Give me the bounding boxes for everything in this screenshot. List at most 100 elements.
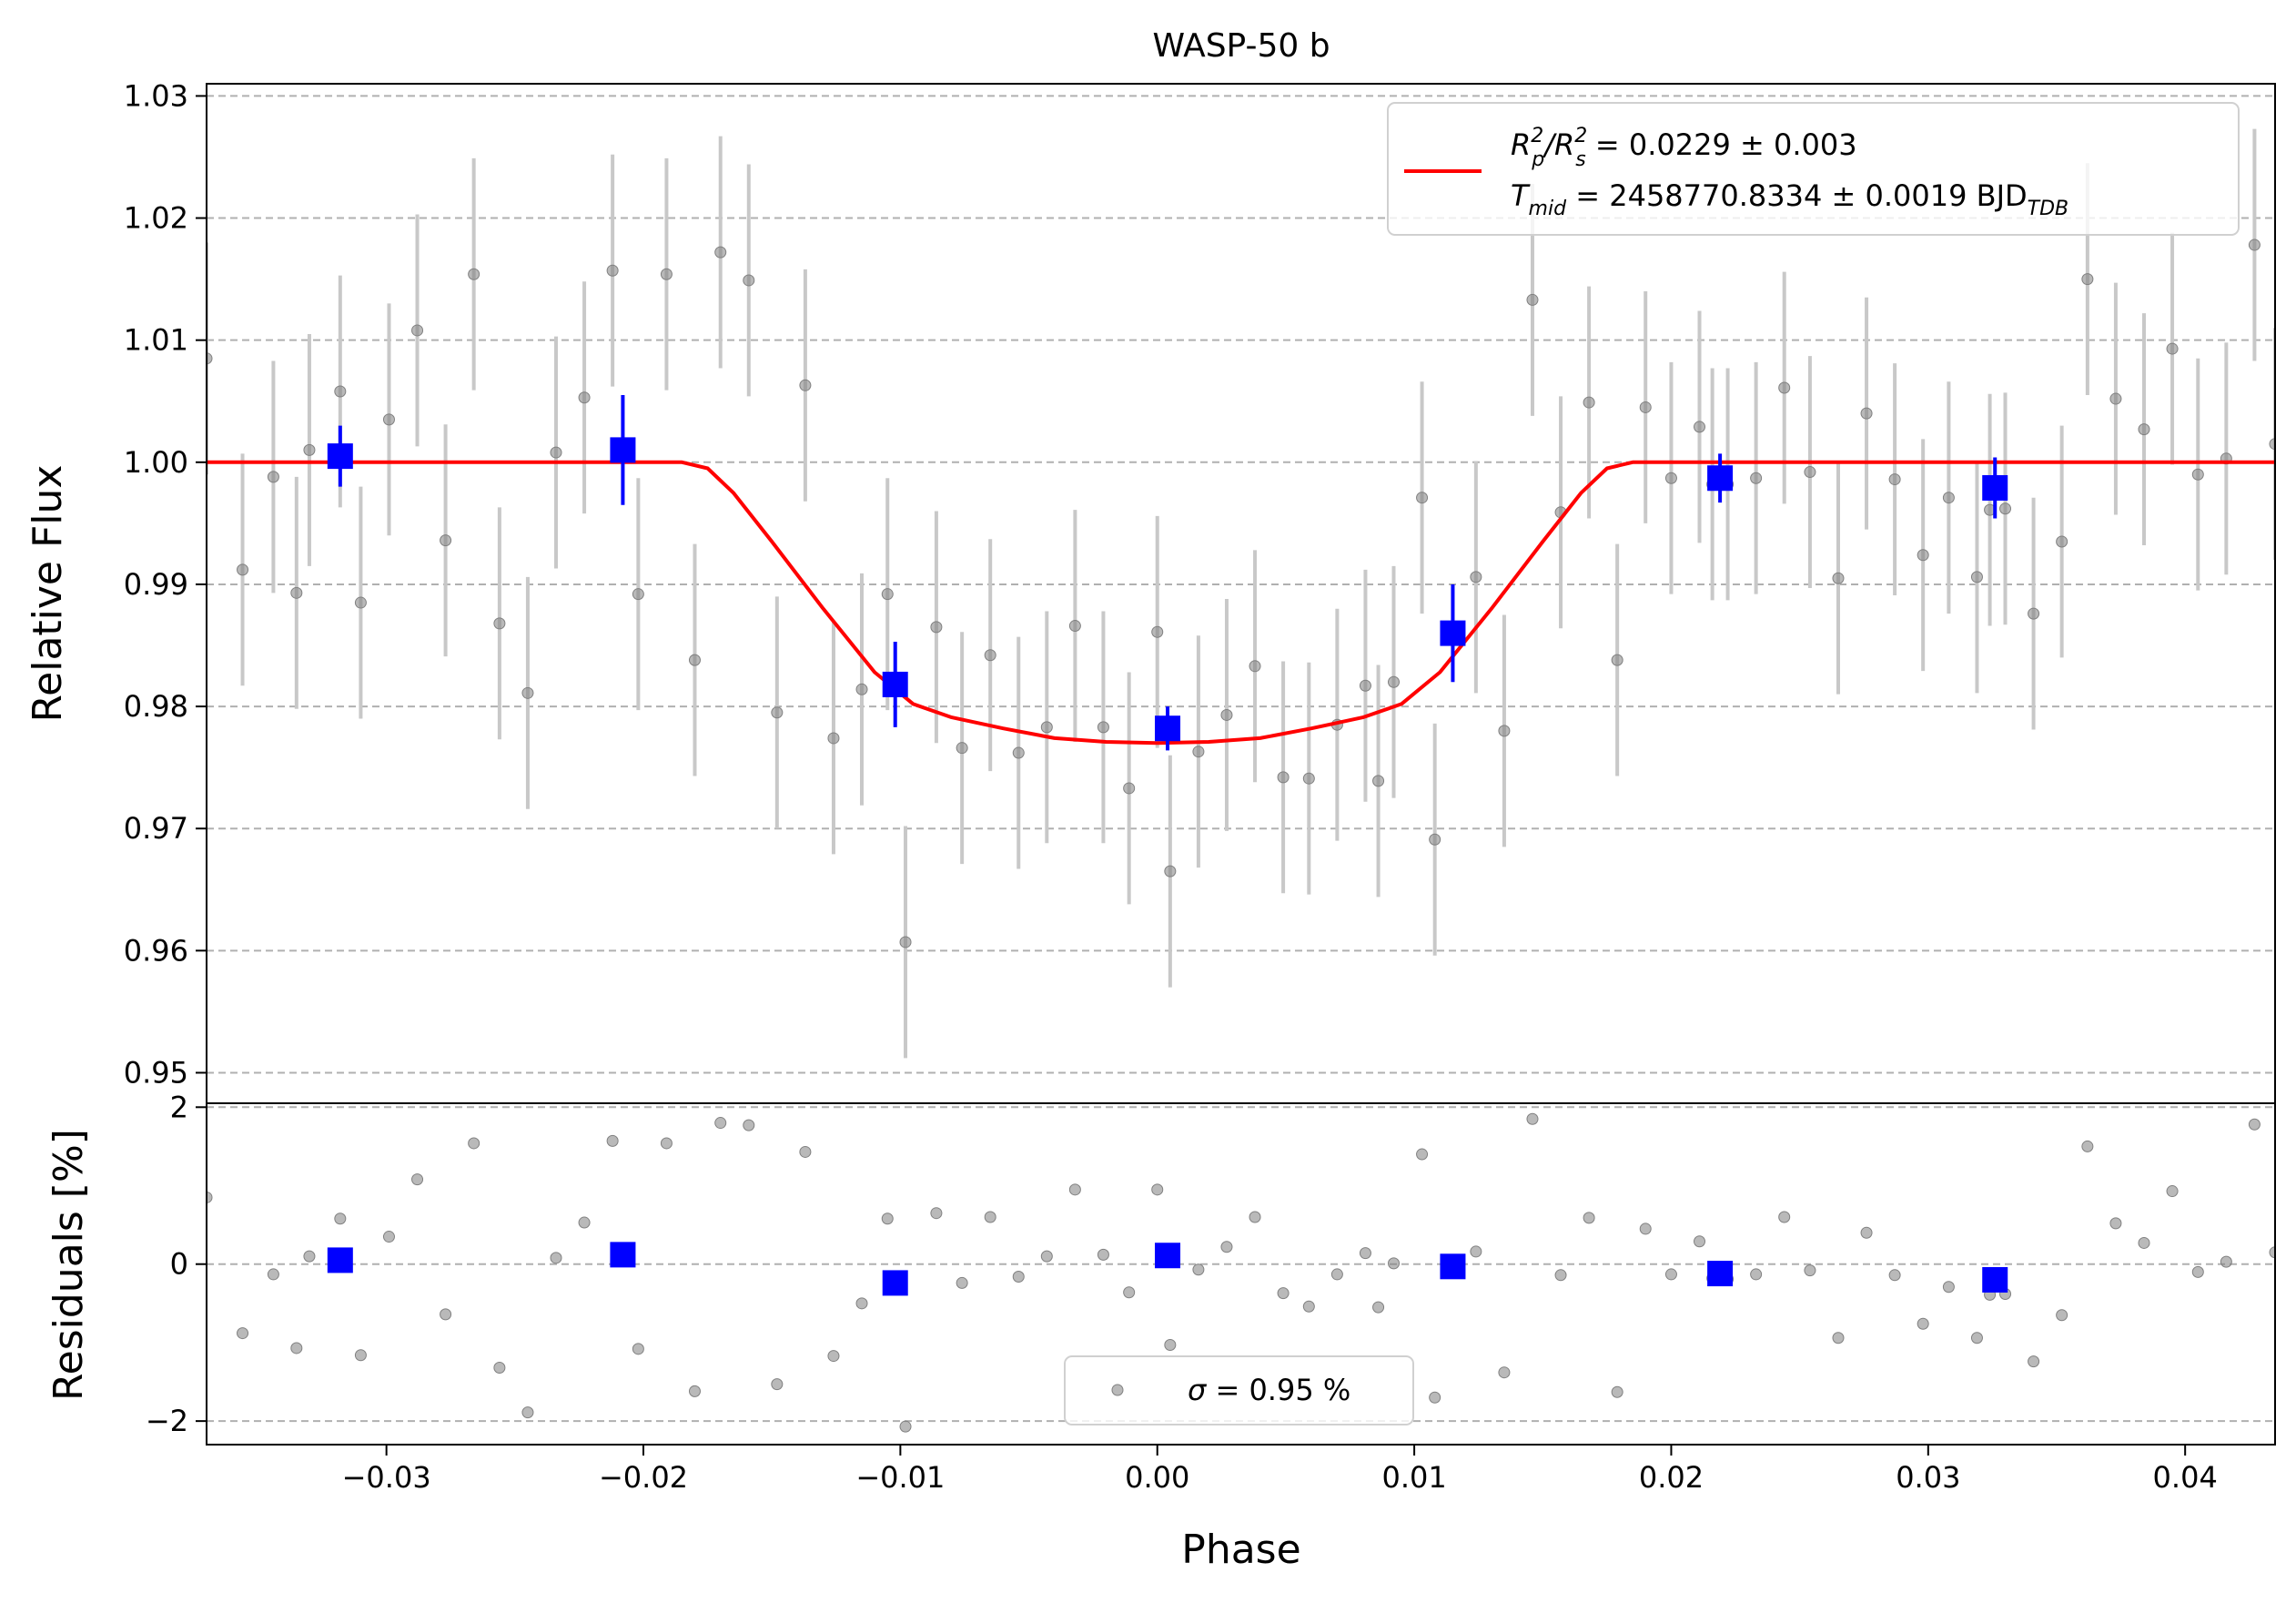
residuals-raw-point [1942, 1281, 1955, 1294]
residuals-raw-point [881, 1212, 894, 1225]
x-tick-label: 0.03 [1896, 1460, 1960, 1495]
flux-raw-point [827, 732, 840, 745]
residuals-raw-point [688, 1385, 701, 1397]
x-tick-label: −0.01 [855, 1460, 945, 1495]
residuals-raw-point [1097, 1248, 1109, 1261]
residuals-binned-point [1707, 1261, 1734, 1287]
flux-y-tick-label: 0.95 [124, 1055, 188, 1090]
flux-raw-point [303, 443, 316, 456]
flux-binned-point [1982, 474, 2008, 501]
flux-binned-point [882, 671, 908, 697]
flux-binned-point [1155, 715, 1181, 742]
flux-raw-point [1192, 746, 1205, 758]
residuals-binned-points [327, 1242, 2008, 1296]
residuals-binned-point [327, 1247, 353, 1273]
flux-raw-point [1388, 675, 1401, 688]
residuals-raw-point [411, 1173, 424, 1186]
flux-y-tick-label: 1.01 [124, 323, 188, 358]
residuals-raw-point [2138, 1236, 2150, 1249]
flux-raw-point [660, 268, 673, 280]
residuals-raw-point [1302, 1300, 1315, 1313]
flux-raw-point [290, 586, 303, 599]
flux-raw-point [1750, 472, 1763, 484]
flux-binned-point [1707, 465, 1734, 492]
residuals-raw-point [1416, 1148, 1429, 1161]
flux-raw-point [1639, 401, 1652, 413]
flux-raw-point [2166, 342, 2179, 355]
residuals-raw-point [1192, 1263, 1205, 1276]
flux-raw-point [1429, 833, 1441, 846]
flux-raw-point [1778, 381, 1791, 394]
flux-raw-point [606, 264, 619, 277]
residuals-raw-point [660, 1137, 673, 1150]
plot-title: WASP-50 b [1152, 27, 1330, 65]
residuals-raw-point [1611, 1385, 1623, 1398]
legend-depth-text: R2 p/R2 s = 0.0229 ± 0.003 [1511, 125, 1857, 171]
residuals-y-ticks: −2 0 2 [146, 1090, 207, 1438]
residuals-binned-point [882, 1270, 908, 1296]
residuals-raw-point [1664, 1268, 1677, 1281]
flux-raw-point [1372, 775, 1385, 787]
residuals-raw-point [1778, 1211, 1791, 1223]
flux-raw-point [771, 706, 784, 719]
residuals-raw-point [1470, 1245, 1482, 1258]
residuals-raw-point [2109, 1217, 2122, 1230]
flux-raw-point [2138, 423, 2150, 436]
residuals-raw-point [382, 1231, 395, 1243]
residuals-raw-point [1164, 1339, 1177, 1352]
flux-y-ticks: 0.95 0.96 0.97 0.98 0.99 1.00 1.01 1.02 1.03 [124, 78, 207, 1090]
residuals-raw-point [2269, 1246, 2275, 1259]
residuals-binned-point [1155, 1243, 1181, 1269]
flux-raw-points [207, 238, 2275, 949]
flux-binned-point [1440, 620, 1466, 646]
flux-raw-point [1151, 625, 1164, 638]
residuals-raw-point [290, 1342, 303, 1354]
flux-raw-point [1804, 466, 1816, 479]
flux-raw-point [2028, 607, 2040, 620]
flux-y-tick-label: 0.99 [124, 567, 188, 602]
residuals-raw-point [1526, 1112, 1539, 1125]
legend-tmid-text: Tmid = 2458770.8334 ± 0.0019 BJDTDB [1511, 178, 2068, 220]
flux-raw-point [984, 649, 996, 662]
flux-raw-point [578, 391, 591, 404]
residuals-raw-point [493, 1362, 506, 1375]
flux-y-tick-label: 0.97 [124, 811, 188, 846]
flux-raw-point [411, 324, 424, 337]
flux-y-tick-label: 0.98 [124, 689, 188, 724]
residuals-raw-point [1012, 1271, 1025, 1283]
flux-raw-point [1068, 620, 1081, 633]
residuals-raw-point [1888, 1269, 1901, 1282]
flux-raw-point [2269, 438, 2275, 451]
flux-raw-point [1359, 679, 1371, 692]
transit-model-line [207, 460, 2275, 746]
flux-raw-point [1917, 549, 1929, 562]
residuals-raw-point [1750, 1268, 1763, 1281]
residuals-raw-point [440, 1308, 452, 1321]
residuals-y-tick-label: −2 [146, 1404, 188, 1438]
flux-legend-box [1387, 102, 2240, 236]
flux-raw-point [1832, 572, 1845, 584]
flux-raw-point [1498, 725, 1511, 737]
residuals-y-tick-label: 0 [170, 1247, 188, 1282]
residuals-y-tick-label: 2 [170, 1090, 188, 1124]
residuals-axes-frame [206, 1102, 2276, 1446]
residuals-panel: −2 0 2 Residuals [%] σ = 0.95 % [46, 1090, 2276, 1446]
residuals-raw-point [855, 1297, 868, 1310]
residuals-raw-point [2028, 1355, 2040, 1368]
flux-raw-point [440, 534, 452, 547]
residuals-raw-point [1040, 1250, 1053, 1263]
flux-raw-point [1470, 571, 1482, 583]
residuals-raw-point [1970, 1332, 1983, 1344]
residuals-raw-point [1554, 1269, 1567, 1282]
residuals-raw-point [827, 1350, 840, 1363]
flux-raw-point [207, 352, 213, 365]
residuals-raw-point [550, 1252, 562, 1264]
flux-raw-point [354, 596, 367, 609]
flux-raw-point [1416, 492, 1429, 504]
flux-raw-point [1249, 660, 1261, 673]
residuals-raw-point [1388, 1257, 1401, 1270]
flux-raw-point [2191, 468, 2204, 481]
flux-raw-point [632, 588, 644, 601]
flux-binned-point [610, 437, 636, 463]
flux-raw-point [1583, 396, 1595, 409]
